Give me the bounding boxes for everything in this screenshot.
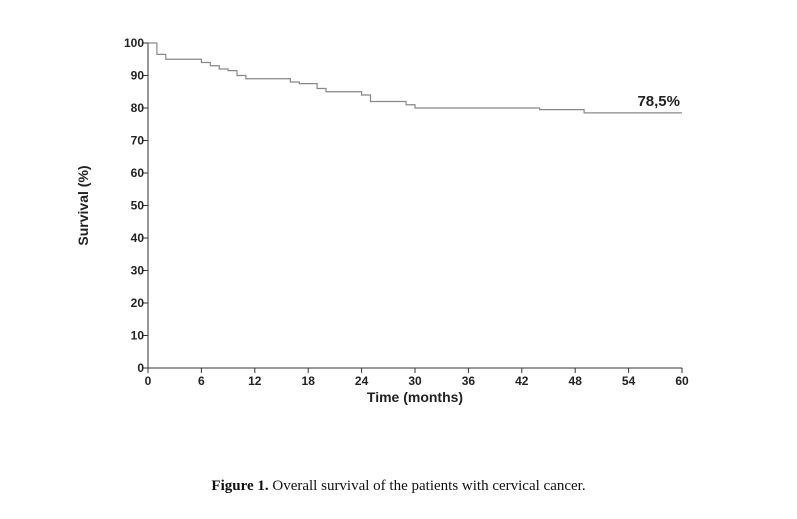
x-tick-label: 6 bbox=[198, 374, 205, 388]
x-axis-title: Time (months) bbox=[367, 389, 463, 405]
x-tick-label: 18 bbox=[302, 374, 316, 388]
x-tick-label: 48 bbox=[569, 374, 583, 388]
figure-caption-text: Overall survival of the patients with ce… bbox=[268, 478, 586, 494]
x-tick-label: 36 bbox=[462, 374, 476, 388]
y-tick-label: 30 bbox=[131, 264, 145, 278]
x-tick-label: 0 bbox=[145, 374, 152, 388]
survival-curve bbox=[148, 42, 682, 114]
y-tick-label: 80 bbox=[131, 101, 145, 115]
ticks: 0 10 20 30 40 50 60 70 80 90 100 0 6 12 18 24 30 36 42 48 54… bbox=[124, 36, 689, 388]
figure-caption: Figure 1. Overall survival of the patien… bbox=[0, 478, 797, 495]
x-tick-label: 42 bbox=[515, 374, 529, 388]
y-tick-label: 90 bbox=[131, 69, 145, 83]
y-tick-label: 50 bbox=[131, 199, 145, 213]
y-tick-label: 40 bbox=[131, 231, 145, 245]
figure-caption-label: Figure 1. bbox=[211, 478, 269, 494]
y-tick-label: 0 bbox=[137, 361, 144, 375]
axes bbox=[147, 43, 682, 369]
y-tick-label: 20 bbox=[131, 296, 145, 310]
y-axis-title: Survival (%) bbox=[75, 165, 91, 245]
y-tick-label: 70 bbox=[131, 134, 145, 148]
y-tick-label: 10 bbox=[131, 329, 145, 343]
end-survival-annotation: 78,5% bbox=[637, 93, 680, 110]
x-tick-label: 60 bbox=[675, 374, 689, 388]
x-tick-label: 12 bbox=[248, 374, 262, 388]
x-tick-label: 54 bbox=[622, 374, 636, 388]
y-tick-label: 60 bbox=[131, 166, 145, 180]
x-tick-label: 24 bbox=[355, 374, 369, 388]
y-tick-label: 100 bbox=[124, 36, 144, 50]
x-tick-label: 30 bbox=[408, 374, 422, 388]
